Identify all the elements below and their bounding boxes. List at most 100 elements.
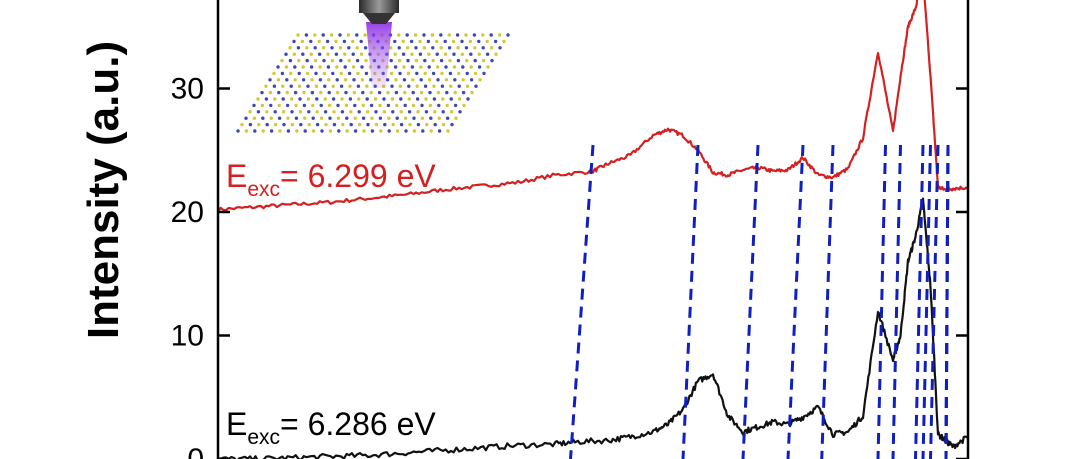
lattice-atom <box>277 90 281 95</box>
lattice-atom <box>289 71 293 76</box>
axes-frame <box>216 0 970 459</box>
lattice-atom <box>337 129 341 133</box>
lattice-atom <box>374 110 378 114</box>
lattice-atom <box>339 84 344 88</box>
lattice-atom <box>331 97 336 101</box>
lattice-atom <box>306 97 311 101</box>
lattice-atom <box>347 46 351 50</box>
lattice-atom <box>296 46 301 50</box>
lattice-atom <box>456 46 460 50</box>
lattice-atom <box>422 33 426 37</box>
lattice-atom <box>327 90 331 95</box>
lattice-atom <box>443 52 448 56</box>
lattice-atom <box>386 103 391 108</box>
lattice-atom <box>421 129 425 133</box>
lattice-atom <box>485 52 490 56</box>
lattice-atom <box>331 84 335 88</box>
lattice-atom <box>414 58 419 63</box>
lattice-atom <box>365 84 369 88</box>
lattice-atom <box>405 46 410 50</box>
series-label-top: Eexc= 6.299 eV <box>226 158 436 201</box>
lattice-atom <box>446 129 450 133</box>
lattice-atom <box>391 110 395 114</box>
lattice-atom <box>397 33 401 37</box>
lattice-atom <box>342 39 347 44</box>
lattice-atom <box>387 129 391 133</box>
lattice-atom <box>445 103 449 108</box>
lattice-atom <box>451 39 456 44</box>
lattice-atom <box>357 122 362 127</box>
lattice-atom <box>435 39 439 44</box>
lattice-atom <box>411 90 415 95</box>
lattice-atom <box>360 65 364 69</box>
lattice-atom <box>321 46 326 50</box>
lattice-atom <box>302 103 307 108</box>
lattice-atom <box>468 39 473 44</box>
lattice-atom <box>314 84 319 88</box>
lattice-atom <box>403 103 407 108</box>
lattice-atom <box>408 122 412 127</box>
lattice-atom <box>328 116 332 120</box>
lattice-atom <box>269 116 273 120</box>
lattice-atom <box>423 58 427 63</box>
lattice-atom <box>320 129 324 133</box>
lattice-atom <box>299 122 303 127</box>
lattice-atom <box>485 39 489 44</box>
lattice-atom <box>429 129 433 133</box>
lattice-atom <box>430 33 435 37</box>
lattice-atom <box>427 78 432 82</box>
lattice-atom <box>432 97 437 101</box>
guide-line <box>569 144 595 459</box>
lattice-atom <box>435 65 440 69</box>
lattice-atom <box>411 103 416 108</box>
lattice-atom <box>353 103 357 108</box>
lattice-atom <box>306 84 310 88</box>
lattice-atom <box>502 39 506 44</box>
lattice-atom <box>378 103 382 108</box>
lattice-atom <box>431 71 436 76</box>
lattice-atom <box>470 90 474 95</box>
lattice-atom <box>494 52 498 56</box>
lattice-atom <box>433 122 437 127</box>
lattice-atom <box>278 129 282 133</box>
lattice-atom <box>445 90 449 95</box>
guide-line <box>741 144 760 459</box>
lattice-atom <box>478 78 482 82</box>
lattice-atom <box>461 65 465 69</box>
lattice-atom <box>474 84 478 88</box>
lattice-atom <box>401 39 405 44</box>
lattice-atom <box>352 78 356 82</box>
y-axis-title: Intensity (a.u.) <box>79 41 128 339</box>
lattice-atom <box>426 39 431 44</box>
lattice-atom <box>414 46 418 50</box>
lattice-atom <box>424 97 428 101</box>
lattice-atom <box>282 122 286 127</box>
lattice-atom <box>323 97 327 101</box>
lattice-atom <box>323 84 327 88</box>
lattice-atom <box>330 46 334 50</box>
lattice-atom <box>317 39 321 44</box>
lattice-atom <box>452 65 457 69</box>
lattice-atom <box>481 33 485 37</box>
lattice-atom <box>286 116 290 120</box>
lattice-atom <box>285 90 289 95</box>
lattice-atom <box>440 71 444 76</box>
lattice-atom <box>449 110 454 114</box>
lattice-atom <box>321 33 325 37</box>
guide-line <box>820 144 835 459</box>
lattice-atom <box>453 90 457 95</box>
y-tick-label: 10 <box>171 320 204 353</box>
guide-line <box>786 144 805 459</box>
lattice-atom <box>422 46 427 50</box>
lattice-atom <box>477 39 481 44</box>
lattice-atom <box>298 110 303 114</box>
lattice-atom <box>416 110 420 114</box>
lattice-atom <box>264 84 268 88</box>
lattice-atom <box>391 122 395 127</box>
lattice-atom <box>448 71 453 76</box>
lattice-atom <box>452 52 456 56</box>
lattice-atom <box>257 122 261 127</box>
lattice-atom <box>461 78 465 82</box>
lattice-atom <box>288 58 293 63</box>
lattice-atom <box>335 78 339 82</box>
